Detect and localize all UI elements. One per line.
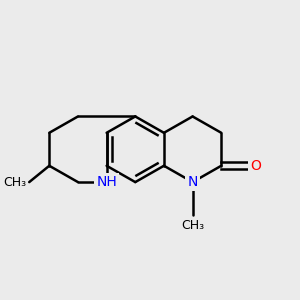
Text: NH: NH [96,175,117,189]
Text: N: N [188,175,198,189]
Text: O: O [250,159,261,173]
Text: CH₃: CH₃ [181,220,204,232]
Text: CH₃: CH₃ [3,176,26,189]
